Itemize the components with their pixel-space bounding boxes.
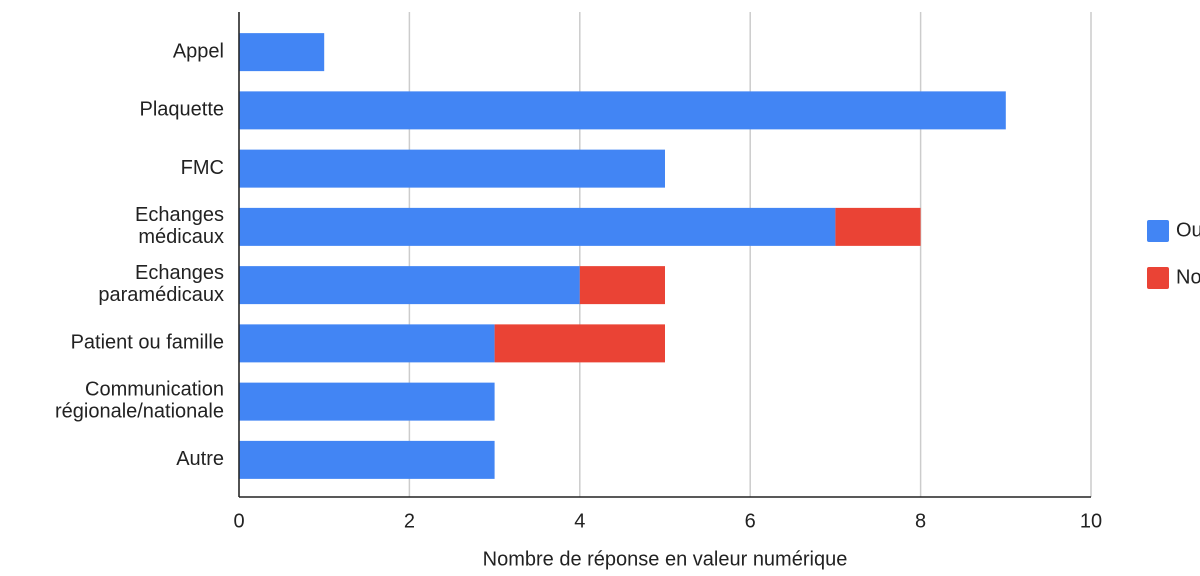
bar — [239, 91, 1006, 130]
y-tick-label: Patient ou famille — [71, 332, 224, 354]
bar — [239, 382, 495, 421]
legend-label: Non — [1176, 266, 1200, 288]
y-tick-label: Echanges paramédicaux — [98, 262, 224, 306]
bar — [239, 324, 495, 363]
legend-label: Oui — [1176, 219, 1200, 241]
bar — [835, 207, 921, 246]
legend-swatch — [1147, 220, 1169, 242]
legend-swatch — [1147, 267, 1169, 289]
bar — [239, 149, 665, 188]
bar — [239, 207, 836, 246]
x-tick-label: 8 — [915, 510, 926, 532]
y-tick-label: FMC — [181, 157, 224, 179]
y-tick-label: Plaquette — [139, 99, 224, 121]
bar — [239, 266, 580, 305]
y-tick-label: Appel — [173, 40, 224, 62]
bar — [239, 440, 495, 479]
x-tick-label: 6 — [745, 510, 756, 532]
x-tick-label: 10 — [1080, 510, 1102, 532]
x-tick-label: 0 — [233, 510, 244, 532]
bar — [579, 266, 665, 305]
y-tick-label: Echanges médicaux — [135, 204, 224, 248]
x-tick-label: 4 — [574, 510, 585, 532]
bar — [494, 324, 665, 363]
x-tick-label: 2 — [404, 510, 415, 532]
y-tick-label: Autre — [176, 448, 224, 470]
y-tick-label: Communication régionale/nationale — [55, 379, 224, 423]
bar — [239, 33, 325, 72]
x-axis-label: Nombre de réponse en valeur numérique — [483, 548, 848, 570]
